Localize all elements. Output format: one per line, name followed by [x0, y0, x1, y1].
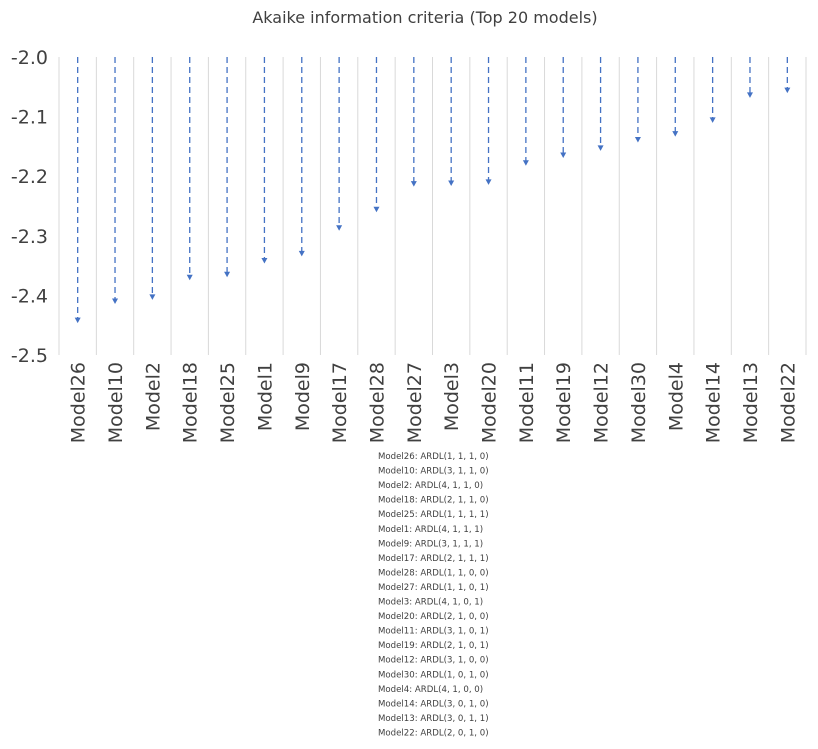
model-note: Model17: ARDL(2, 1, 1, 1) — [378, 554, 489, 564]
data-point-marker — [373, 206, 380, 213]
x-tick-label: Model17 — [329, 362, 351, 443]
model-note: Model10: ARDL(3, 1, 1, 0) — [378, 467, 489, 477]
data-point-marker — [74, 317, 81, 324]
data-point-marker — [485, 179, 492, 185]
data-point-marker — [112, 298, 119, 305]
model-note: Model4: ARDL(4, 1, 0, 0) — [378, 685, 483, 695]
data-point-marker — [784, 87, 791, 94]
model-note: Model13: ARDL(3, 0, 1, 1) — [378, 714, 489, 724]
model-note: Model30: ARDL(1, 0, 1, 0) — [378, 670, 489, 680]
y-tick-label: -2.1 — [11, 107, 48, 129]
y-tick-label: -2.4 — [11, 285, 48, 307]
data-point-marker — [672, 131, 679, 137]
model-note: Model26: ARDL(1, 1, 1, 0) — [378, 452, 489, 462]
gridlines — [58, 57, 807, 355]
model-note: Model12: ARDL(3, 1, 0, 0) — [378, 656, 489, 666]
data-point-marker — [186, 274, 193, 281]
x-tick-label: Model11 — [516, 362, 538, 443]
x-tick-label: Model19 — [553, 362, 575, 443]
model-note: Model1: ARDL(4, 1, 1, 1) — [378, 525, 483, 535]
data-point-marker — [410, 181, 417, 187]
y-tick-label: -2.3 — [11, 226, 48, 248]
x-tick-label: Model14 — [703, 362, 725, 443]
model-note: Model9: ARDL(3, 1, 1, 1) — [378, 539, 483, 549]
x-tick-label: Model3 — [441, 362, 463, 431]
x-tick-label: Model12 — [591, 362, 613, 443]
model-note: Model14: ARDL(3, 0, 1, 0) — [378, 699, 489, 709]
model-note: Model25: ARDL(1, 1, 1, 1) — [378, 510, 489, 520]
data-point-marker — [149, 294, 156, 300]
data-point-marker — [522, 160, 529, 166]
y-axis: -2.0 -2.1 -2.2 -2.3 -2.4 -2.5 — [11, 47, 48, 367]
x-tick-label: Model4 — [665, 362, 687, 431]
data-point-marker — [448, 180, 455, 187]
x-tick-label: Model18 — [180, 362, 202, 443]
x-tick-label: Model13 — [740, 362, 762, 443]
data-point-marker — [298, 250, 305, 257]
model-note: Model19: ARDL(2, 1, 0, 1) — [378, 641, 489, 651]
data-point-marker — [746, 92, 753, 98]
model-note: Model22: ARDL(2, 0, 1, 0) — [378, 728, 489, 738]
y-tick-label: -2.5 — [11, 345, 48, 367]
data-point-marker — [709, 117, 716, 123]
x-axis: Model26 Model10 Model2 Model18 Model25 Model1… — [68, 362, 800, 443]
y-tick-label: -2.2 — [11, 166, 48, 188]
x-tick-label: Model28 — [366, 362, 388, 443]
data-point-marker — [560, 152, 567, 159]
model-note: Model28: ARDL(1, 1, 0, 0) — [378, 568, 489, 578]
data-point-marker — [224, 271, 231, 278]
x-tick-label: Model26 — [68, 362, 90, 443]
data-point-marker — [336, 225, 343, 231]
model-note: Model2: ARDL(4, 1, 1, 0) — [378, 481, 483, 491]
chart-title: Akaike information criteria (Top 20 mode… — [252, 8, 597, 27]
model-note: Model18: ARDL(2, 1, 1, 0) — [378, 496, 489, 506]
x-tick-label: Model2 — [142, 362, 164, 431]
y-tick-label: -2.0 — [11, 47, 48, 69]
x-tick-label: Model30 — [628, 362, 650, 443]
x-tick-label: Model20 — [479, 362, 501, 443]
series-drop-lines — [74, 57, 791, 324]
x-tick-label: Model1 — [254, 362, 276, 431]
model-note: Model20: ARDL(2, 1, 0, 0) — [378, 612, 489, 622]
x-tick-label: Model25 — [217, 362, 239, 443]
model-note: Model3: ARDL(4, 1, 0, 1) — [378, 598, 483, 608]
x-tick-label: Model10 — [105, 362, 127, 443]
x-tick-label: Model9 — [292, 362, 314, 431]
data-point-marker — [634, 137, 641, 143]
x-tick-label: Model27 — [404, 362, 426, 443]
data-point-marker — [597, 145, 604, 151]
model-notes: Model26: ARDL(1, 1, 1, 0) Model10: ARDL(3… — [378, 452, 489, 738]
data-point-marker — [261, 258, 268, 264]
x-tick-label: Model22 — [777, 362, 799, 443]
model-note: Model11: ARDL(3, 1, 0, 1) — [378, 627, 489, 637]
model-note: Model27: ARDL(1, 1, 0, 1) — [378, 583, 489, 593]
